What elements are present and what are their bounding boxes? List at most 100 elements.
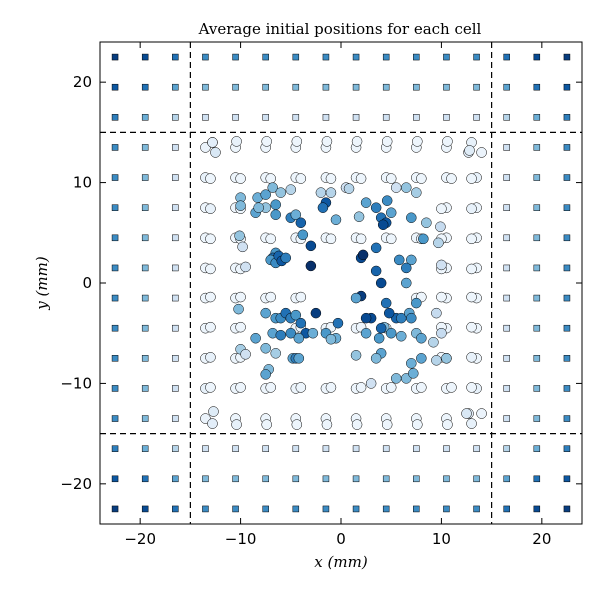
x-tick-labels: −20 −10 0 10 20 (124, 530, 551, 548)
circle-marker (260, 343, 271, 354)
circle-marker (466, 418, 477, 429)
circle-marker (205, 173, 216, 184)
circle-marker (466, 291, 477, 303)
circle-marker (360, 312, 372, 324)
circle-marker (370, 202, 382, 213)
square-marker (292, 53, 300, 61)
circle-marker (325, 333, 337, 345)
y-axis-label: y (mm) (33, 256, 51, 311)
y-tick-label: 10 (73, 174, 92, 192)
circle-marker (412, 419, 423, 430)
circle-marker (370, 242, 382, 254)
square-marker (352, 83, 360, 91)
axis-ticks (100, 42, 582, 524)
circle-marker (205, 291, 216, 303)
square-marker (352, 445, 360, 452)
square-marker (111, 234, 119, 242)
circle-marker (305, 260, 317, 272)
circle-marker (355, 173, 367, 184)
circle-marker (205, 352, 216, 363)
square-marker (232, 83, 239, 91)
circle-marker (385, 173, 397, 184)
square-marker (172, 174, 179, 181)
circle-marker (383, 307, 395, 319)
square-marker (141, 144, 149, 151)
circle-marker (370, 353, 382, 364)
square-marker (322, 475, 330, 483)
square-marker (262, 505, 269, 513)
square-marker (503, 475, 510, 483)
square-marker (533, 204, 541, 211)
circle-marker (205, 263, 216, 275)
circle-marker (234, 230, 245, 242)
circle-marker (412, 136, 423, 147)
circle-marker (431, 307, 442, 319)
circle-marker (406, 358, 417, 369)
circle-marker (267, 182, 278, 193)
circle-marker (416, 332, 427, 344)
square-marker (111, 324, 119, 332)
square-marker (563, 324, 571, 332)
circle-marker (466, 233, 477, 245)
square-marker (503, 294, 510, 302)
square-marker (473, 114, 480, 121)
square-marker (141, 445, 149, 452)
square-marker (382, 505, 390, 513)
square-marker (563, 415, 571, 422)
circle-marker (406, 312, 417, 324)
square-marker (563, 264, 571, 272)
square-marker (172, 445, 179, 452)
square-marker (413, 114, 420, 121)
x-axis-label: x (mm) (314, 553, 368, 571)
circle-marker (205, 321, 216, 333)
circle-marker (321, 136, 333, 147)
circle-marker (205, 233, 216, 245)
circle-marker (305, 240, 317, 252)
square-marker (473, 475, 480, 483)
circle-marker (436, 259, 447, 271)
circle-marker (441, 353, 452, 364)
circle-marker (295, 382, 307, 393)
square-marker (473, 53, 480, 61)
circle-marker (332, 317, 344, 329)
circle-marker (295, 217, 307, 228)
circle-marker (207, 137, 218, 148)
square-marker (563, 204, 571, 211)
circle-marker (380, 297, 392, 309)
circle-marker (265, 382, 276, 393)
square-marker (111, 445, 119, 452)
square-marker (262, 114, 269, 121)
circle-marker (317, 202, 329, 213)
square-marker (503, 53, 510, 61)
square-marker (202, 53, 209, 61)
circle-marker (390, 182, 402, 193)
square-marker (503, 114, 510, 121)
square-marker (322, 53, 330, 61)
square-marker (322, 114, 330, 121)
square-marker (202, 445, 209, 452)
square-marker (141, 294, 149, 302)
circle-marker (325, 382, 337, 393)
square-marker (473, 505, 480, 513)
circle-marker (295, 317, 307, 329)
square-marker (172, 475, 179, 483)
circle-marker (343, 183, 355, 194)
circle-marker (207, 418, 218, 429)
square-marker (111, 174, 119, 181)
circle-marker (357, 249, 369, 261)
square-marker (262, 475, 269, 483)
dashed-boundary-lines (100, 42, 582, 524)
square-markers-group (111, 53, 571, 513)
square-marker (443, 114, 450, 121)
circle-marker (381, 419, 393, 430)
circle-marker (291, 419, 303, 430)
circle-marker (416, 173, 427, 184)
circle-marker (381, 195, 393, 206)
circle-marker (385, 382, 397, 393)
square-marker (141, 234, 149, 242)
circle-marker (205, 203, 216, 214)
circle-marker (476, 408, 487, 419)
square-marker (413, 475, 420, 483)
square-marker (503, 385, 510, 392)
circle-marker (411, 187, 422, 198)
